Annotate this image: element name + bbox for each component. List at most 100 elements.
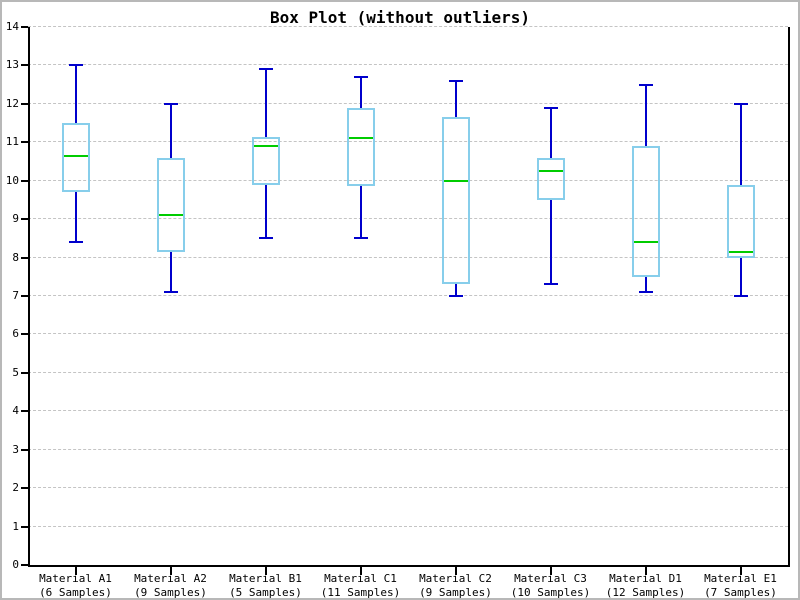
x-category-name: Material C2 [419,572,492,585]
y-tick-label: 6 [12,327,19,341]
iqr-box [251,136,280,185]
y-gridline [28,218,788,220]
y-tick [21,525,28,528]
whisker-cap-high [353,75,368,78]
x-tick [549,567,552,575]
whisker-cap-high [163,102,178,105]
median-line [633,241,658,244]
whisker-upper-stem [739,103,742,185]
y-tick-label: 10 [5,173,19,187]
y-gridline [28,141,788,143]
x-tick [644,567,647,575]
y-tick [21,64,28,67]
y-tick [21,218,28,221]
y-tick-label: 13 [5,58,19,72]
iqr-box [631,146,660,277]
whisker-cap-low [448,295,463,297]
y-gridline [28,102,788,104]
x-category-sublabel: (11 Samples) [320,586,401,599]
whisker-upper-stem [264,69,267,137]
whisker-lower-stem [644,276,647,293]
x-category-label: Material C2 (9 Samples) [396,572,516,598]
x-tick [169,567,172,575]
whisker-upper-stem [644,84,647,147]
whisker-cap-low [68,241,83,244]
y-gridline [28,410,788,412]
y-tick-label: 8 [12,250,19,264]
x-category-name: Material B1 [229,572,302,585]
y-tick [21,333,28,336]
y-tick [21,410,28,413]
x-category-label: Material A2 (9 Samples) [111,572,231,598]
iqr-box [536,157,565,200]
median-line [348,137,373,140]
y-gridline [28,26,788,27]
y-gridline [28,64,788,66]
x-category-label: Material D1 (12 Samples) [586,572,706,599]
chart-title: Box Plot (without outliers) [269,8,531,27]
y-gridline [28,179,788,181]
x-category-label: Material C3 (10 Samples) [491,572,611,599]
iqr-box [346,107,375,187]
y-tick-label: 5 [12,365,19,379]
x-category-name: Material A1 [39,572,112,585]
x-axis [28,565,790,567]
y-tick [21,448,28,451]
x-category-name: Material C1 [324,572,397,585]
iqr-box [61,123,90,193]
y-gridline [28,525,788,527]
x-category-label: Material A1 (6 Samples) [16,572,136,599]
whisker-cap-low [638,291,653,294]
whisker-cap-low [733,295,748,297]
iqr-box [441,117,470,285]
whisker-cap-low [353,237,368,240]
x-tick [74,567,77,575]
y-tick [21,256,28,259]
x-category-label: Material E1 (7 Samples) [681,572,799,599]
y-tick-label: 2 [12,481,19,495]
iqr-box [156,157,185,252]
y-tick-label: 11 [5,135,19,149]
y-tick-label: 14 [5,20,19,33]
y-tick [21,179,28,182]
whisker-cap-high [638,83,653,86]
y-tick [21,295,28,297]
x-category-sublabel: (7 Samples) [704,586,777,599]
x-tick [359,567,362,575]
whisker-lower-stem [739,257,742,296]
whisker-cap-low [543,283,558,286]
median-line [538,170,563,173]
y-gridline [28,487,788,489]
y-gridline [28,295,788,296]
y-tick [21,564,28,566]
whisker-cap-high [258,68,273,71]
y-tick [21,141,28,144]
y-gridline [28,448,788,450]
iqr-box [726,184,755,258]
x-category-sublabel: (5 Samples) [229,586,302,599]
y-tick-label: 0 [12,558,19,571]
x-category-sublabel: (10 Samples) [510,586,591,599]
whisker-upper-stem [549,107,552,158]
x-category-sublabel: (12 Samples) [605,586,686,599]
right-border [788,27,790,567]
median-line [728,250,753,253]
y-tick [21,102,28,105]
y-tick-label: 9 [12,212,19,226]
whisker-cap-high [68,64,83,67]
y-tick [21,26,28,28]
x-tick [264,567,267,575]
y-gridline [28,371,788,373]
x-category-name: Material A2 [134,572,207,585]
whisker-lower-stem [549,199,552,285]
y-gridline [28,256,788,258]
whisker-lower-stem [74,192,77,243]
median-line [158,214,183,217]
y-tick-label: 7 [12,289,19,302]
x-tick [454,567,457,575]
x-category-sublabel: (6 Samples) [39,586,112,599]
whisker-cap-low [258,237,273,240]
x-category-name: Material D1 [609,572,682,585]
whisker-upper-stem [169,103,172,158]
median-line [63,154,88,157]
